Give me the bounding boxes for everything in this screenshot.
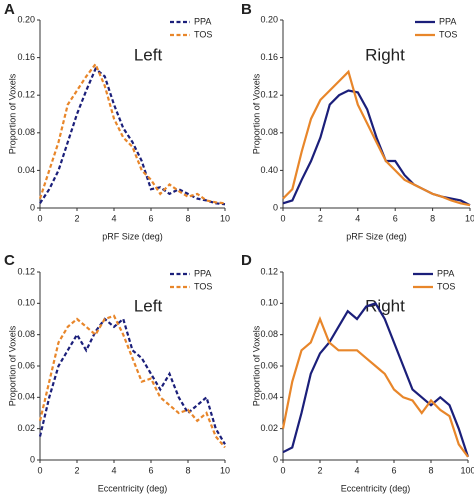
x-tick-label: 6 — [148, 465, 153, 475]
y-tick-label: 0 — [30, 454, 35, 464]
y-tick-label: 0.04 — [17, 392, 35, 402]
y-tick-label: 0.10 — [260, 298, 278, 308]
panel-label: C — [4, 252, 15, 269]
chart-title: Left — [134, 296, 163, 315]
y-tick-label: 0.06 — [260, 360, 278, 370]
x-tick-label: 4 — [111, 213, 116, 223]
y-tick-label: 0.02 — [260, 423, 278, 433]
chart-title: Right — [365, 45, 405, 64]
y-tick-label: 0.12 — [17, 90, 35, 100]
x-tick-label: 10 — [220, 213, 230, 223]
y-tick-label: 0.12 — [260, 90, 278, 100]
x-axis-label: pRF Size (deg) — [102, 231, 163, 241]
y-tick-label: 0.20 — [17, 14, 35, 24]
x-tick-label: 0 — [280, 465, 285, 475]
series-line — [38, 317, 226, 445]
x-tick-label: 0 — [37, 213, 42, 223]
legend-label: PPA — [439, 16, 456, 26]
y-tick-label: 0 — [30, 202, 35, 212]
legend-label: TOS — [194, 29, 212, 39]
y-tick-label: 0.08 — [260, 127, 278, 137]
x-tick-label: 10 — [220, 465, 230, 475]
y-tick-label: 0.10 — [17, 298, 35, 308]
y-tick-label: 0 — [273, 202, 278, 212]
x-tick-label: 4 — [355, 213, 360, 223]
y-tick-label: 0.16 — [17, 52, 35, 62]
y-tick-label: 0.04 — [260, 392, 278, 402]
series-line — [282, 302, 470, 458]
y-tick-label: 0.40 — [260, 165, 278, 175]
y-tick-label: 0.02 — [17, 423, 35, 433]
y-tick-label: 0.06 — [17, 360, 35, 370]
legend-label: PPA — [437, 268, 454, 278]
series-line — [282, 89, 471, 207]
series-line — [39, 67, 226, 206]
x-tick-label: 2 — [74, 465, 79, 475]
y-tick-label: 0 — [273, 454, 278, 464]
y-tick-label: 0.20 — [260, 14, 278, 24]
x-tick-label: 2 — [74, 213, 79, 223]
x-tick-label: 100 — [460, 465, 474, 475]
legend-label: PPA — [194, 268, 211, 278]
legend-label: TOS — [437, 281, 455, 291]
panel-label: A — [4, 1, 15, 18]
legend-label: TOS — [439, 29, 457, 39]
y-tick-label: 0.04 — [17, 165, 35, 175]
legend-label: TOS — [194, 281, 212, 291]
x-tick-label: 8 — [430, 213, 435, 223]
y-tick-label: 0.08 — [260, 329, 278, 339]
x-tick-label: 0 — [280, 213, 285, 223]
series-line — [281, 315, 469, 458]
x-tick-label: 6 — [148, 213, 153, 223]
series-line — [282, 69, 471, 207]
x-tick-label: 8 — [428, 465, 433, 475]
panel-label: B — [241, 1, 252, 18]
y-tick-label: 0.12 — [260, 266, 278, 276]
y-tick-label: 0.08 — [17, 127, 35, 137]
x-axis-label: pRF Size (deg) — [346, 231, 407, 241]
y-axis-label: Proportion of Voxels — [251, 325, 261, 406]
chart-title: Left — [134, 45, 163, 64]
panel-label: D — [241, 252, 252, 269]
y-axis-label: Proportion of Voxels — [7, 73, 17, 154]
x-axis-label: Eccentricity (deg) — [341, 483, 411, 493]
series-line — [38, 62, 226, 205]
x-tick-label: 0 — [37, 465, 42, 475]
x-tick-label: 8 — [185, 465, 190, 475]
y-tick-label: 0.12 — [17, 266, 35, 276]
legend-label: PPA — [194, 16, 211, 26]
x-tick-label: 4 — [354, 465, 359, 475]
x-tick-label: 8 — [185, 213, 190, 223]
y-tick-label: 0.16 — [260, 52, 278, 62]
x-tick-label: 4 — [111, 465, 116, 475]
x-tick-label: 2 — [318, 213, 323, 223]
x-axis-label: Eccentricity (deg) — [98, 483, 168, 493]
series-line — [38, 314, 226, 449]
x-tick-label: 6 — [393, 213, 398, 223]
x-tick-label: 10 — [465, 213, 474, 223]
x-tick-label: 2 — [317, 465, 322, 475]
y-axis-label: Proportion of Voxels — [7, 325, 17, 406]
chart-title: Right — [365, 296, 405, 315]
y-axis-label: Proportion of Voxels — [251, 73, 261, 154]
x-tick-label: 6 — [391, 465, 396, 475]
y-tick-label: 0.08 — [17, 329, 35, 339]
